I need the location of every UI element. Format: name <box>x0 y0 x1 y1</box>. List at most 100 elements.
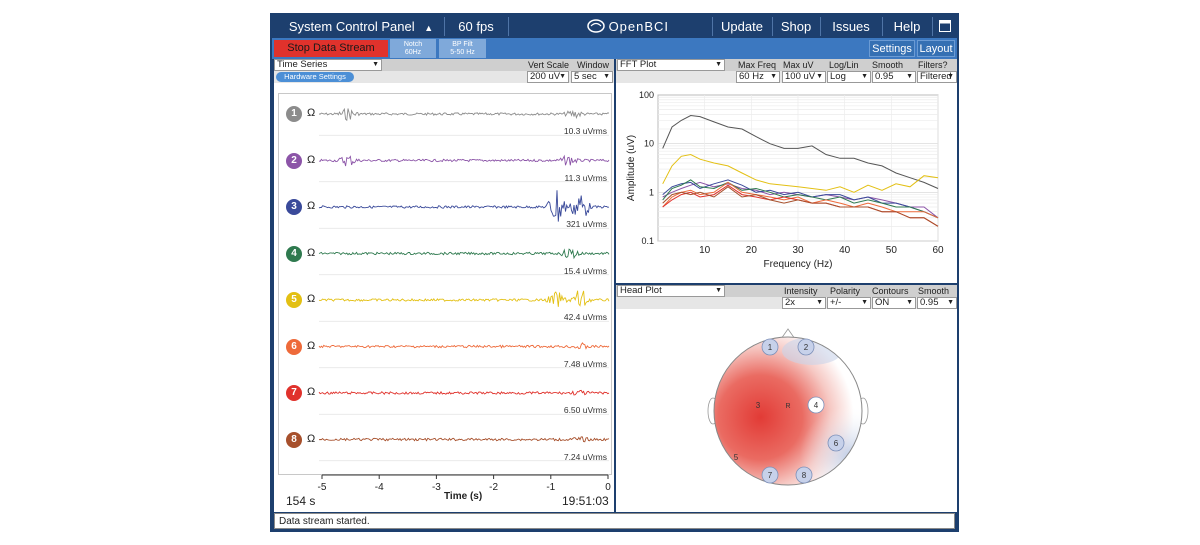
impedance-check-icon[interactable]: Ω <box>307 339 316 352</box>
head-plot-header: Head Plot ▼ Intensity Polarity Contours S… <box>616 285 957 297</box>
status-bar: Data stream started. <box>274 513 955 529</box>
notch-filter-button[interactable]: Notch 60Hz <box>390 39 436 58</box>
max-uv-select[interactable]: 100 uV ▼ <box>782 71 826 83</box>
caret-down-icon: ▼ <box>770 73 777 80</box>
impedance-check-icon[interactable]: Ω <box>307 153 316 166</box>
electrode-7-label: 7 <box>768 471 773 480</box>
contours-value: ON <box>875 297 890 308</box>
openbci-logo-text: OpenBCI <box>608 19 670 34</box>
head-smooth-select[interactable]: 0.95 ▼ <box>917 297 957 309</box>
fft-series-line-1 <box>662 114 939 189</box>
window-select[interactable]: 5 sec ▼ <box>571 71 613 83</box>
head-plot-widget-label: Head Plot <box>620 285 662 296</box>
caret-down-icon: ▼ <box>861 73 868 80</box>
divider <box>712 17 713 36</box>
max-freq-value: 60 Hz <box>739 71 764 82</box>
system-control-panel-button[interactable]: System Control Panel ▲ <box>286 15 436 38</box>
electrode-1-label: 1 <box>768 343 773 352</box>
channel-8-rms: 7.24 uVrms <box>563 451 607 462</box>
log-lin-select[interactable]: Log ▼ <box>827 71 871 83</box>
electrode-6 <box>827 434 845 452</box>
fft-smooth-select[interactable]: 0.95 ▼ <box>872 71 916 83</box>
filters-label: Filters? <box>918 60 948 70</box>
fft-y-axis-label: Amplitude (uV) <box>626 135 637 201</box>
fft-x-tick-label: 20 <box>746 245 758 256</box>
caret-down-icon: ▼ <box>816 73 823 80</box>
impedance-check-icon[interactable]: Ω <box>307 386 316 398</box>
bandpass-filter-button[interactable]: BP Filt 5-50 Hz <box>439 39 486 58</box>
channel-5-toggle-button[interactable]: 5 <box>286 292 302 308</box>
channel-8-toggle-button[interactable]: 8 <box>286 431 302 448</box>
issues-button[interactable]: Issues <box>832 19 870 34</box>
channel-3-toggle-button[interactable]: 3 <box>286 199 302 215</box>
channel-2-toggle-button[interactable]: 2 <box>286 152 302 169</box>
update-button[interactable]: Update <box>721 19 763 34</box>
smooth-label: Smooth <box>872 60 904 70</box>
channel-8-trace <box>318 436 610 443</box>
filters-select[interactable]: Filtered ▼ <box>917 71 957 83</box>
clock-time: 19:51:03 <box>562 494 609 508</box>
divider <box>820 17 821 36</box>
system-control-panel-label: System Control Panel <box>288 19 415 34</box>
time-series-traces <box>318 107 610 462</box>
divider <box>444 17 445 36</box>
time-series-plot-area: 1 Ω 10.3 uVrms 2 Ω 11.3 uVrms 3 Ω 321 uVrms 4 Ω 15.… <box>278 93 612 475</box>
window-icon[interactable] <box>936 15 954 38</box>
window-label: Window <box>577 60 610 70</box>
time-series-widget-selector[interactable]: Time Series ▼ <box>274 59 382 71</box>
contours-select[interactable]: ON ▼ <box>872 297 916 309</box>
stop-data-stream-button[interactable]: Stop Data Stream <box>274 40 388 57</box>
impedance-check-icon[interactable]: Ω <box>307 107 316 119</box>
channel-1-rms: 10.3 uVrms <box>563 126 607 136</box>
help-button[interactable]: Help <box>893 19 921 34</box>
head-plot-widget-selector[interactable]: Head Plot ▼ <box>617 285 725 297</box>
channel-1-trace <box>318 107 610 122</box>
polarity-value: +/- <box>830 297 842 308</box>
impedance-check-icon[interactable]: Ω <box>307 293 316 305</box>
channel-4-toggle-button[interactable]: 4 <box>286 245 302 262</box>
vert-scale-select[interactable]: 200 uV ▼ <box>527 71 569 83</box>
channel-4-trace <box>318 248 610 260</box>
caret-down-icon: ▼ <box>603 73 610 80</box>
fft-header: FFT Plot ▼ Max Freq Max uV Log/Lin Smooth… <box>616 59 957 71</box>
impedance-check-icon[interactable]: Ω <box>307 432 316 445</box>
head-plot-map: 1 2 3 4 5 6 7 8 R <box>707 328 869 486</box>
channel-6-toggle-button[interactable]: 6 <box>286 338 302 355</box>
impedance-check-icon[interactable]: Ω <box>307 246 316 259</box>
shop-button[interactable]: Shop <box>780 19 812 34</box>
fps-selector[interactable]: 60 fps <box>458 19 494 34</box>
caret-down-icon: ▼ <box>906 299 913 306</box>
log-lin-label: Log/Lin <box>829 60 859 70</box>
channel-7-trace <box>318 389 610 396</box>
divider <box>772 17 773 36</box>
intensity-select[interactable]: 2x ▼ <box>782 297 826 309</box>
electrode-4-label: 4 <box>814 401 819 410</box>
max-freq-select[interactable]: 60 Hz ▼ <box>736 71 780 83</box>
vert-scale-label: Vert Scale <box>528 60 570 70</box>
channel-1-toggle-button[interactable]: 1 <box>286 106 302 122</box>
impedance-check-icon[interactable]: Ω <box>307 200 316 212</box>
bandpass-label: BP Filt <box>452 41 473 48</box>
fft-widget-selector[interactable]: FFT Plot ▼ <box>617 59 725 71</box>
divider <box>932 17 933 36</box>
settings-button[interactable]: Settings <box>869 40 915 57</box>
hardware-settings-button[interactable]: Hardware Settings <box>276 72 354 82</box>
channel-5-trace <box>318 290 610 307</box>
time-tick-label: -1 <box>546 482 555 493</box>
channel-5-rms: 42.4 uVrms <box>563 312 607 322</box>
channel-3-trace <box>318 190 610 222</box>
head-smooth-label: Smooth <box>918 286 950 296</box>
time-series-header: Time Series ▼ Vert Scale Window <box>274 59 614 71</box>
electrode-7 <box>761 466 779 484</box>
filters-value: Filtered <box>920 71 952 82</box>
polarity-select[interactable]: +/- ▼ <box>827 297 871 309</box>
caret-down-icon: ▼ <box>947 299 954 306</box>
openbci-app-window: System Control Panel ▲ 60 fps OpenBCI Up… <box>270 13 959 532</box>
fft-series-line-3 <box>662 179 939 219</box>
electrode-1 <box>761 338 779 356</box>
layout-button[interactable]: Layout <box>917 40 955 57</box>
fft-x-tick-label: 40 <box>839 245 851 256</box>
channel-7-toggle-button[interactable]: 7 <box>286 385 302 401</box>
max-uv-label: Max uV <box>783 60 814 70</box>
time-axis-svg: -5 -4 -3 -2 -1 0 <box>318 474 611 493</box>
